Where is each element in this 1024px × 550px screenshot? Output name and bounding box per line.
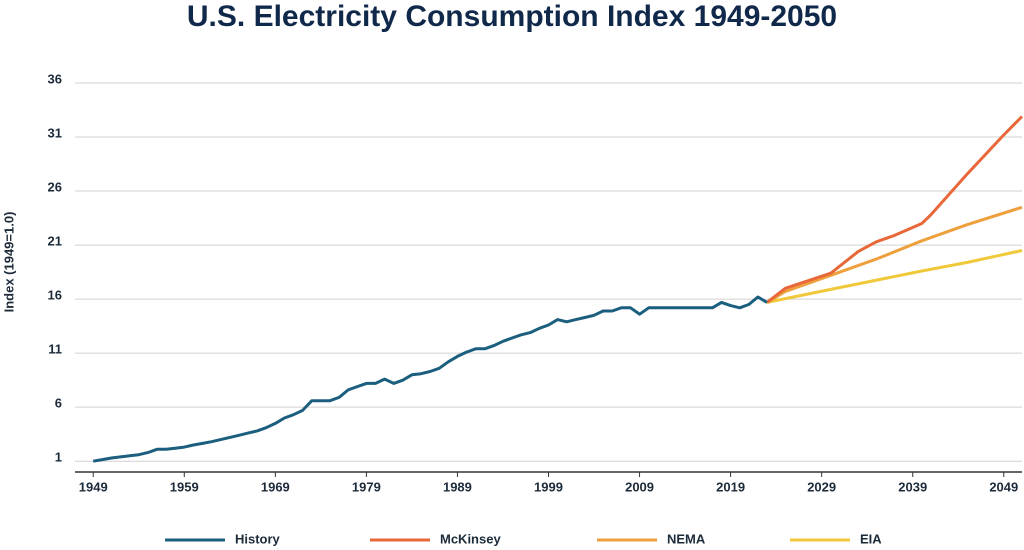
legend-label: EIA [860, 531, 882, 546]
x-tick-label: 1979 [352, 479, 381, 494]
x-tick-label: 1959 [170, 479, 199, 494]
x-tick-label: 1989 [443, 479, 472, 494]
series-line [766, 249, 1023, 304]
x-tick-label: 1999 [534, 479, 563, 494]
x-tick-label: 2019 [716, 479, 745, 494]
y-tick-label: 36 [48, 71, 62, 86]
y-tick-label: 16 [48, 288, 62, 303]
x-tick-label: 1949 [79, 479, 108, 494]
x-tick-label: 1969 [261, 479, 290, 494]
x-tick-label: 2039 [898, 479, 927, 494]
series-line [766, 205, 1023, 304]
series-line [92, 295, 768, 463]
legend-label: NEMA [667, 531, 706, 546]
x-tick-label: 2049 [989, 479, 1018, 494]
y-tick-label: 6 [55, 396, 62, 411]
series-line [766, 115, 1024, 304]
x-tick-label: 2029 [807, 479, 836, 494]
y-tick-label: 1 [55, 450, 62, 465]
y-tick-label: 11 [48, 342, 62, 357]
chart-title: U.S. Electricity Consumption Index 1949-… [187, 0, 837, 33]
legend-label: History [235, 531, 281, 546]
y-tick-label: 26 [48, 179, 62, 194]
y-tick-label: 31 [48, 125, 62, 140]
y-tick-label: 21 [48, 234, 62, 249]
x-tick-label: 2009 [625, 479, 654, 494]
y-axis-label: Index (1949=1.0) [1, 212, 16, 313]
legend-label: McKinsey [440, 531, 501, 546]
